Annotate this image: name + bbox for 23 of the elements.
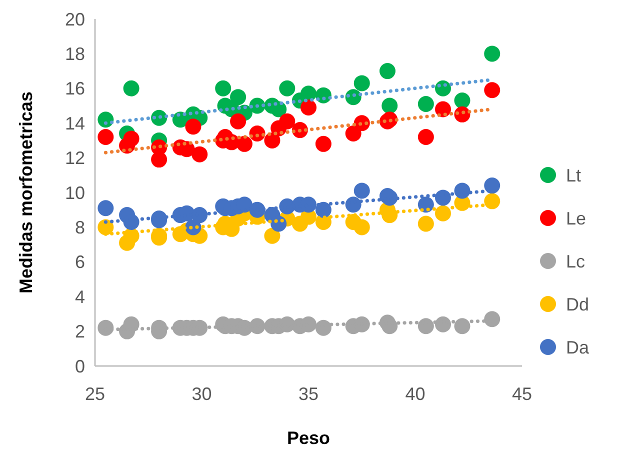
- y-tick-label: 4: [74, 286, 85, 307]
- legend-label: Dd: [566, 294, 590, 314]
- y-axis-title: Medidas morfometricas: [16, 91, 36, 294]
- y-tick-label: 10: [64, 182, 85, 203]
- y-tick-label: 6: [74, 252, 85, 272]
- x-tick-label: 30: [192, 384, 212, 404]
- x-axis-title: Peso: [286, 428, 330, 448]
- y-tick-label: 16: [64, 78, 85, 99]
- y-tick-label: 8: [74, 218, 85, 238]
- y-tick-label: 0: [74, 356, 85, 376]
- legend-label: Lt: [566, 165, 582, 186]
- x-tick-label: 40: [405, 384, 426, 404]
- y-tick-label: 18: [64, 44, 85, 64]
- y-tick-label: 20: [64, 9, 85, 30]
- y-tick-label: 2: [74, 322, 85, 342]
- x-tick-label: 25: [84, 384, 106, 404]
- legend-label: Lc: [566, 251, 586, 272]
- x-tick-label: 35: [298, 384, 319, 404]
- y-tick-label: 12: [64, 148, 85, 168]
- x-tick-label: 45: [512, 384, 532, 404]
- legend-label: Le: [566, 208, 586, 228]
- y-tick-label: 14: [64, 113, 85, 134]
- legend-label: Da: [566, 337, 590, 358]
